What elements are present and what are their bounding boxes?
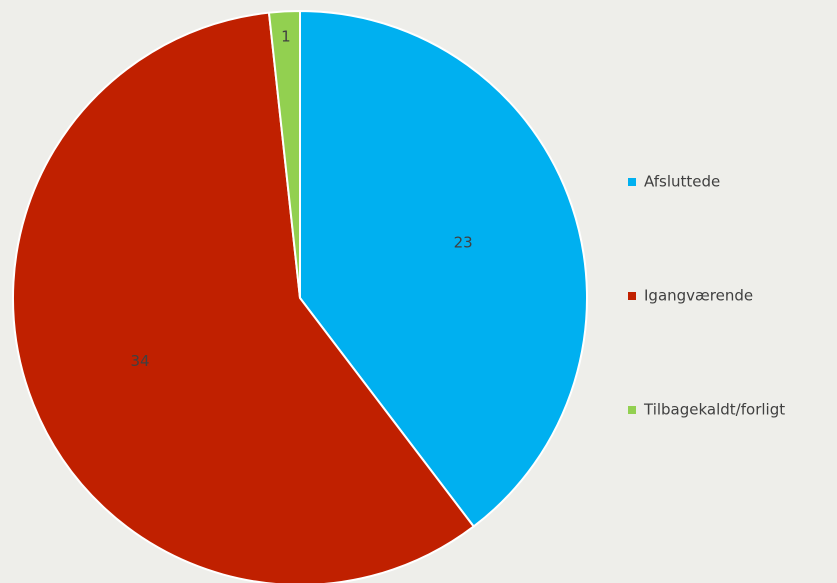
pie-slice <box>299 9 588 528</box>
legend-swatch <box>628 178 636 186</box>
data-label: 1 <box>281 28 291 46</box>
legend-label: Afsluttede <box>644 173 720 191</box>
legend-swatch <box>628 292 636 300</box>
legend-label: Igangværende <box>644 287 753 305</box>
pie-slice <box>12 11 476 583</box>
legend-label: Tilbagekaldt/forligt <box>643 401 785 419</box>
legend-swatch <box>628 406 636 414</box>
data-label: 23 <box>454 234 473 252</box>
pie-slice <box>267 9 301 299</box>
data-label: 34 <box>130 352 149 370</box>
